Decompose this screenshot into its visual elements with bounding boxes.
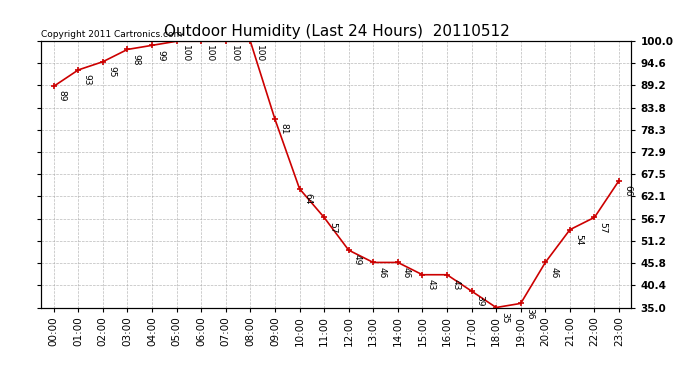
Text: 100: 100 <box>255 45 264 63</box>
Text: 100: 100 <box>181 45 190 63</box>
Title: Outdoor Humidity (Last 24 Hours)  20110512: Outdoor Humidity (Last 24 Hours) 2011051… <box>164 24 509 39</box>
Text: 49: 49 <box>353 254 362 266</box>
Text: 35: 35 <box>500 312 509 323</box>
Text: 100: 100 <box>230 45 239 63</box>
Text: 46: 46 <box>377 267 386 278</box>
Text: 36: 36 <box>525 308 534 319</box>
Text: 57: 57 <box>599 222 608 233</box>
Text: 66: 66 <box>623 184 632 196</box>
Text: 64: 64 <box>304 193 313 204</box>
Text: 100: 100 <box>206 45 215 63</box>
Text: 46: 46 <box>549 267 558 278</box>
Text: 57: 57 <box>328 222 337 233</box>
Text: 54: 54 <box>574 234 583 245</box>
Text: 43: 43 <box>451 279 460 290</box>
Text: 46: 46 <box>402 267 411 278</box>
Text: 99: 99 <box>156 50 165 61</box>
Text: 95: 95 <box>107 66 116 77</box>
Text: 81: 81 <box>279 123 288 135</box>
Text: 43: 43 <box>426 279 435 290</box>
Text: 93: 93 <box>82 74 92 86</box>
Text: 89: 89 <box>58 90 67 102</box>
Text: Copyright 2011 Cartronics.com: Copyright 2011 Cartronics.com <box>41 30 183 39</box>
Text: 98: 98 <box>132 54 141 65</box>
Text: 39: 39 <box>475 295 485 307</box>
